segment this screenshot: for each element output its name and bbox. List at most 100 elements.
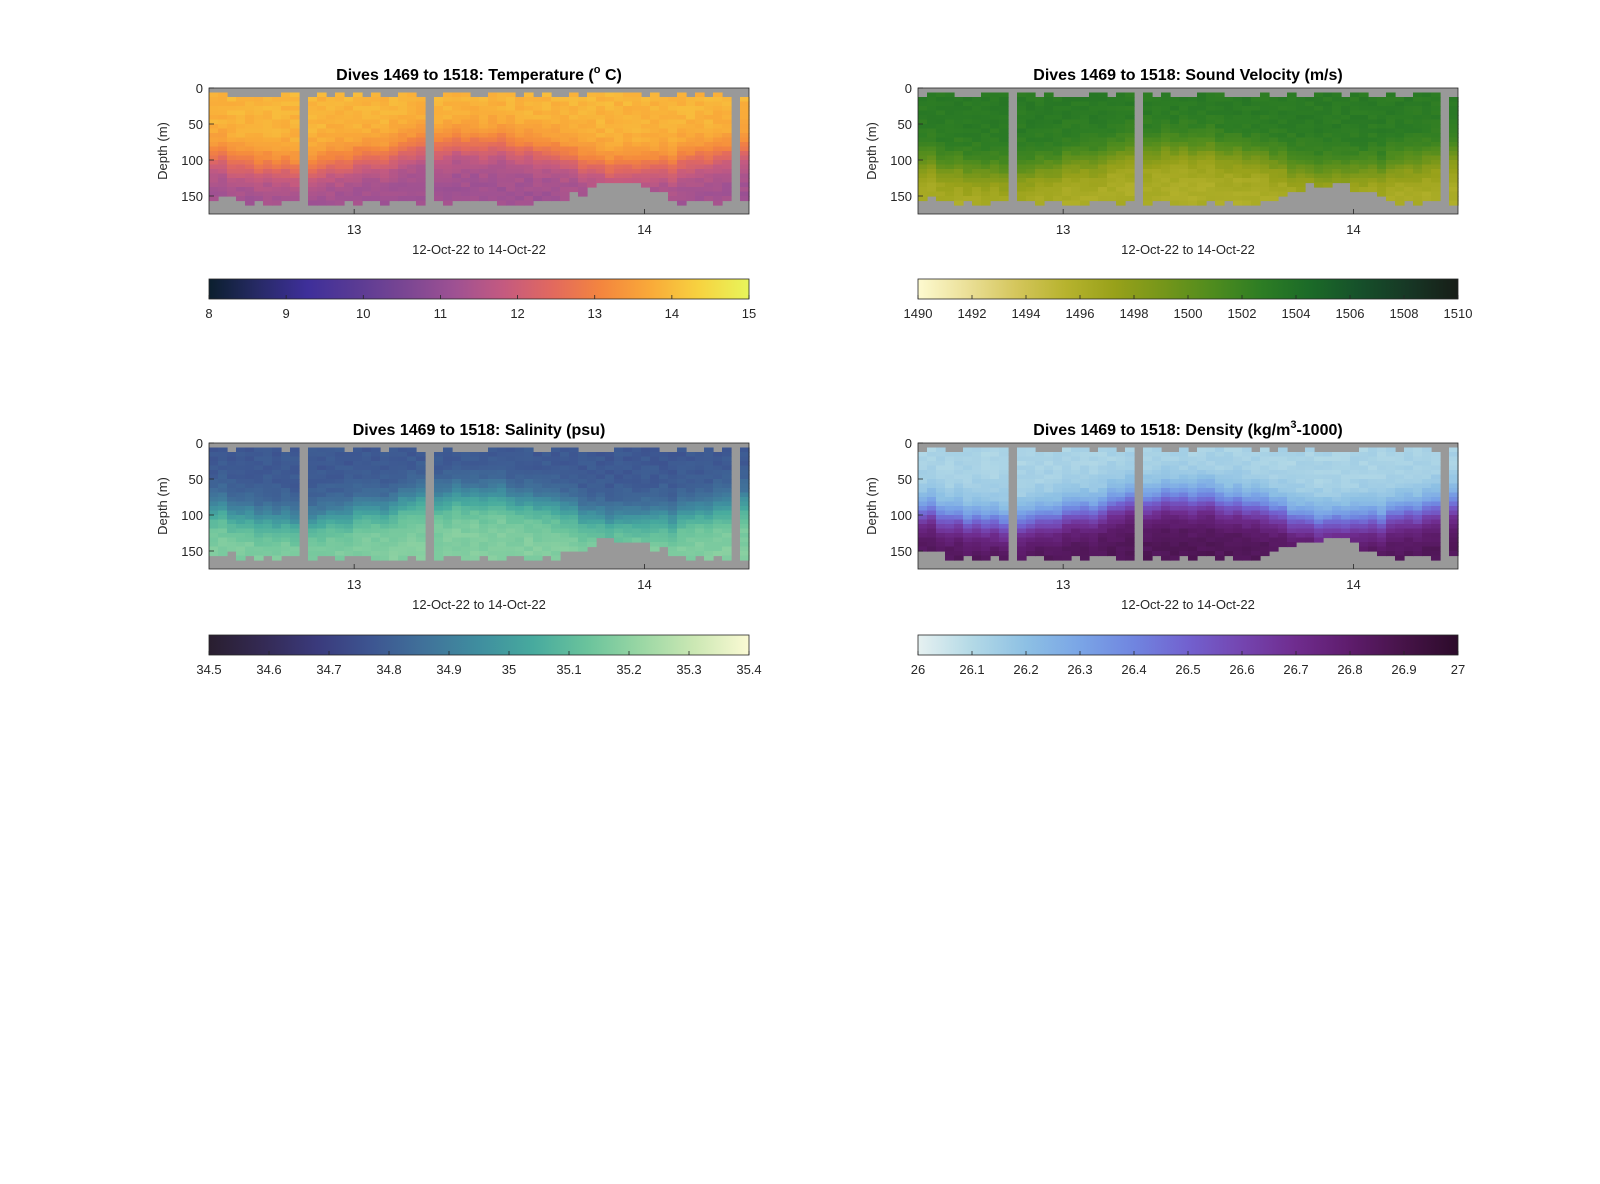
- heatmap-cell: [398, 488, 408, 493]
- heatmap-cell: [443, 187, 453, 192]
- heatmap-cell: [1107, 511, 1117, 516]
- heatmap-cell: [1161, 466, 1171, 471]
- heatmap-cell: [704, 515, 714, 520]
- heatmap-cell: [479, 524, 489, 529]
- heatmap-cell: [918, 533, 928, 538]
- heatmap-cell: [623, 479, 633, 484]
- heatmap-cell: [1206, 524, 1216, 529]
- heatmap-cell: [1188, 466, 1198, 471]
- heatmap-cell: [1080, 448, 1090, 453]
- heatmap-cell: [1305, 133, 1315, 138]
- heatmap-cell: [524, 475, 534, 480]
- heatmap-cell: [1143, 475, 1153, 480]
- heatmap-cell: [614, 470, 624, 475]
- heatmap-cell: [1269, 111, 1279, 116]
- heatmap-cell: [1368, 174, 1378, 179]
- heatmap-cell: [1269, 156, 1279, 161]
- heatmap-cell: [1359, 169, 1369, 174]
- heatmap-cell: [371, 160, 381, 165]
- heatmap-cell: [954, 178, 964, 183]
- heatmap-cell: [623, 461, 633, 466]
- heatmap-cell: [1116, 556, 1126, 561]
- heatmap-cell: [1188, 461, 1198, 466]
- heatmap-cell: [326, 183, 336, 188]
- heatmap-cell: [317, 151, 327, 156]
- heatmap-cell: [308, 169, 318, 174]
- heatmap-cell: [641, 147, 651, 152]
- heatmap-cell: [650, 470, 660, 475]
- heatmap-cell: [623, 151, 633, 156]
- heatmap-cell: [1377, 178, 1387, 183]
- heatmap-cell: [497, 174, 507, 179]
- heatmap-cell: [578, 120, 588, 125]
- heatmap-cell: [1224, 484, 1234, 489]
- heatmap-cell: [1449, 160, 1459, 165]
- heatmap-cell: [1251, 493, 1261, 498]
- heatmap-cell: [641, 448, 651, 453]
- heatmap-cell: [515, 475, 525, 480]
- heatmap-cell: [999, 524, 1009, 529]
- heatmap-cell: [344, 115, 354, 120]
- heatmap-cell: [326, 542, 336, 547]
- heatmap-cell: [1125, 156, 1135, 161]
- heatmap-cell: [972, 160, 982, 165]
- heatmap-cell: [1224, 165, 1234, 170]
- heatmap-cell: [317, 547, 327, 552]
- heatmap-cell: [470, 461, 480, 466]
- heatmap-cell: [1215, 178, 1225, 183]
- heatmap-cell: [1089, 156, 1099, 161]
- heatmap-cell: [1278, 106, 1288, 111]
- heatmap-cell: [1071, 102, 1081, 107]
- heatmap-cell: [326, 187, 336, 192]
- heatmap-cell: [479, 111, 489, 116]
- heatmap-cell: [1161, 484, 1171, 489]
- heatmap-cell: [542, 547, 552, 552]
- heatmap-cell: [1161, 165, 1171, 170]
- heatmap-cell: [1080, 538, 1090, 543]
- heatmap-cell: [236, 169, 246, 174]
- heatmap-cell: [1215, 524, 1225, 529]
- heatmap-cell: [1422, 192, 1432, 197]
- heatmap-cell: [1197, 466, 1207, 471]
- heatmap-cell: [326, 448, 336, 453]
- heatmap-cell: [515, 542, 525, 547]
- heatmap-cell: [290, 547, 300, 552]
- heatmap-cell: [533, 174, 543, 179]
- heatmap-cell: [434, 470, 444, 475]
- heatmap-cell: [1071, 97, 1081, 102]
- heatmap-cell: [398, 142, 408, 147]
- heatmap-cell: [398, 520, 408, 525]
- heatmap-cell: [317, 196, 327, 201]
- heatmap-cell: [1080, 461, 1090, 466]
- heatmap-cell: [695, 457, 705, 462]
- heatmap-cell: [326, 97, 336, 102]
- heatmap-cell: [1143, 160, 1153, 165]
- heatmap-cell: [479, 511, 489, 516]
- heatmap-cell: [524, 102, 534, 107]
- heatmap-cell: [1188, 124, 1198, 129]
- heatmap-cell: [927, 452, 937, 457]
- heatmap-cell: [1161, 138, 1171, 143]
- heatmap-cell: [1044, 493, 1054, 498]
- heatmap-cell: [1116, 524, 1126, 529]
- heatmap-cell: [578, 484, 588, 489]
- heatmap-cell: [1053, 133, 1063, 138]
- heatmap-cell: [380, 138, 390, 143]
- heatmap-cell: [1026, 138, 1036, 143]
- heatmap-cell: [353, 178, 363, 183]
- heatmap-cell: [918, 484, 928, 489]
- heatmap-cell: [542, 111, 552, 116]
- heatmap-cell: [1161, 93, 1171, 98]
- heatmap-cell: [1071, 533, 1081, 538]
- heatmap-cell: [1224, 533, 1234, 538]
- heatmap-cell: [263, 457, 273, 462]
- heatmap-cell: [497, 187, 507, 192]
- heatmap-cell: [524, 542, 534, 547]
- heatmap-cell: [677, 160, 687, 165]
- heatmap-cell: [407, 97, 417, 102]
- heatmap-cell: [990, 515, 1000, 520]
- heatmap-cell: [380, 524, 390, 529]
- heatmap-cell: [560, 533, 570, 538]
- heatmap-cell: [461, 529, 471, 534]
- heatmap-cell: [218, 174, 228, 179]
